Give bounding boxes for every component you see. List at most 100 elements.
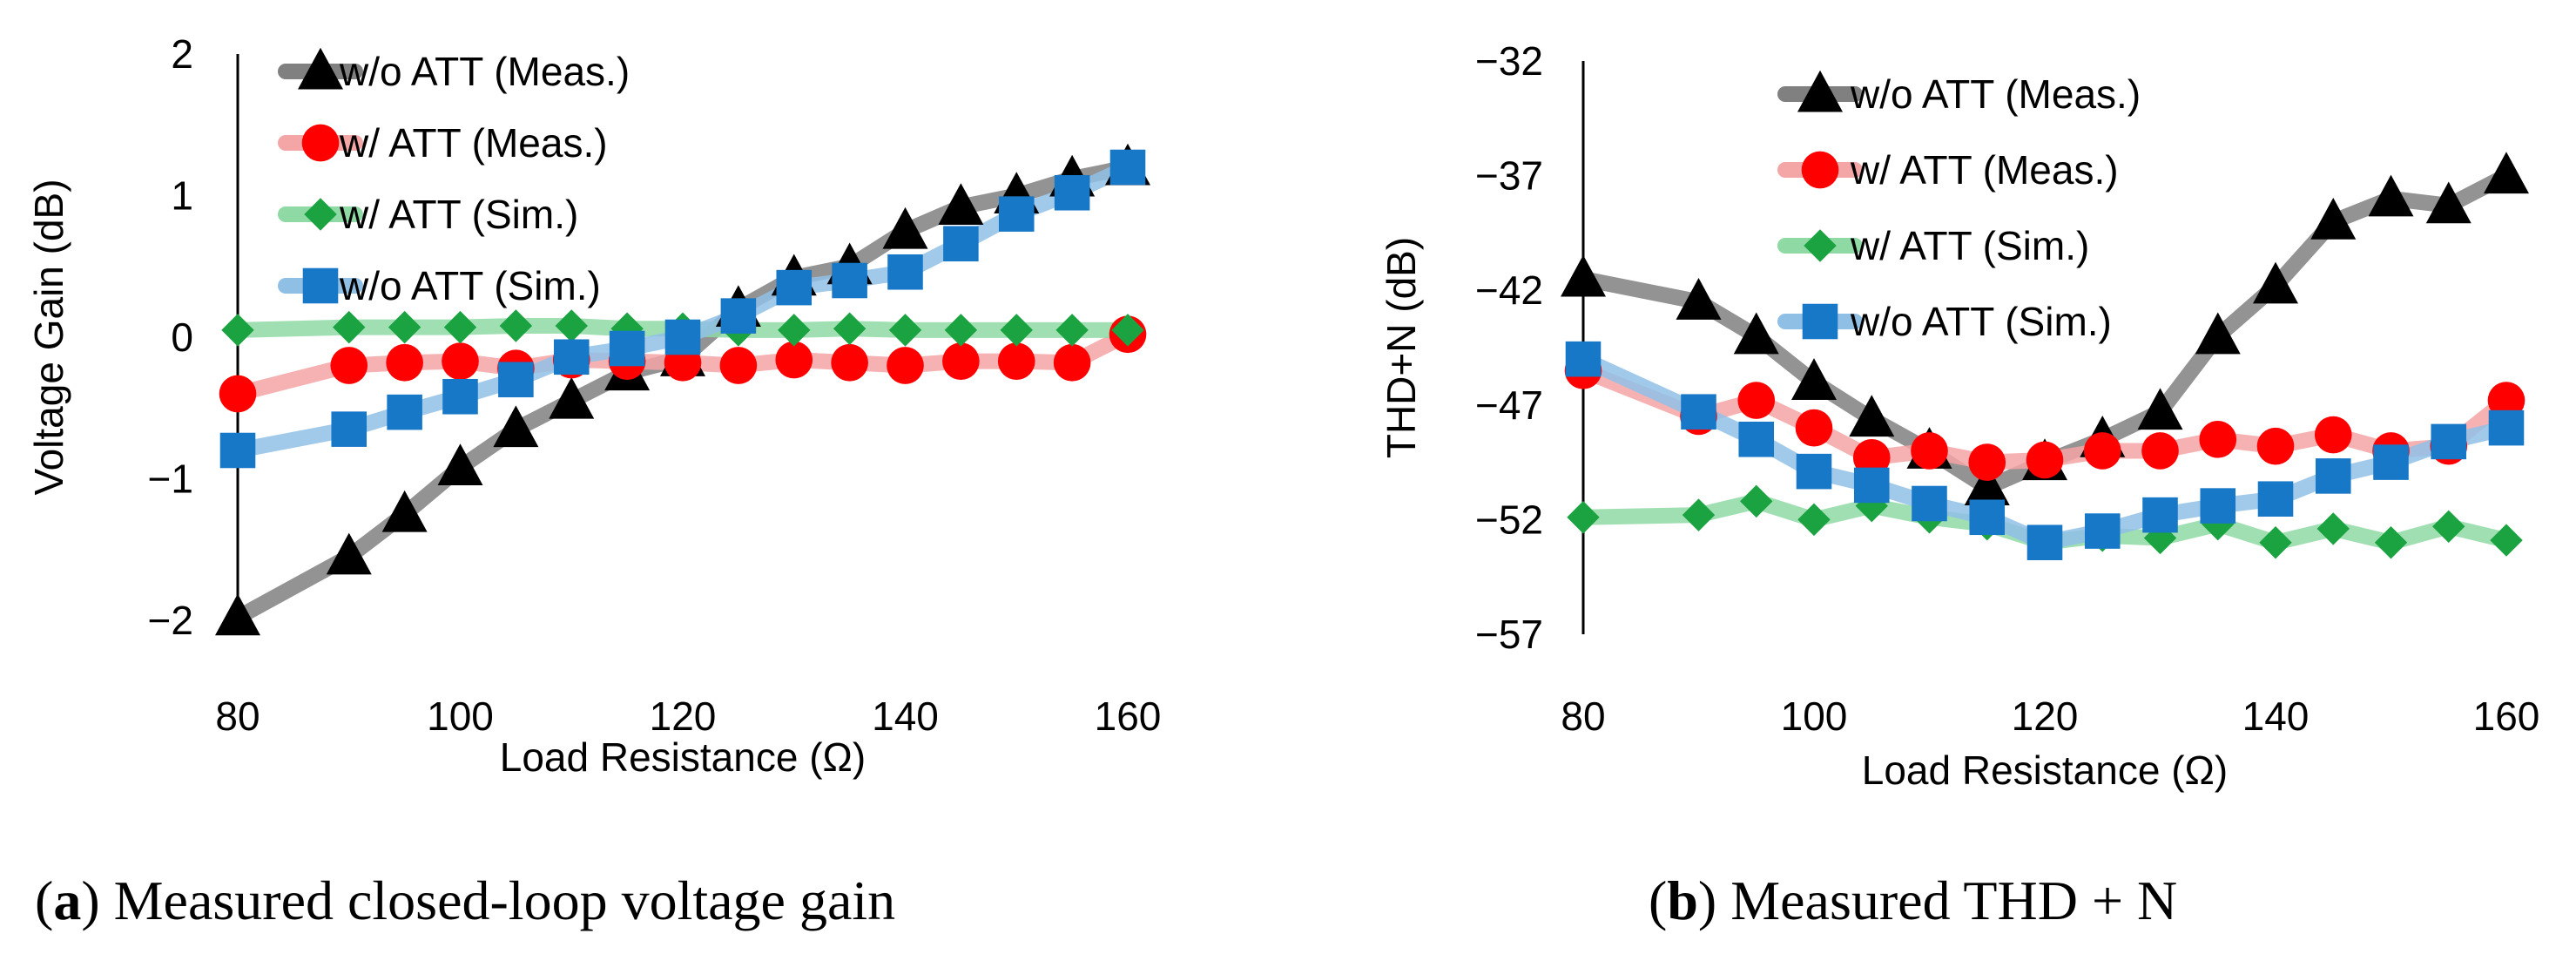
- y-tick-label: −32: [1475, 38, 1543, 84]
- legend-label: w/o ATT (Sim.): [339, 263, 601, 308]
- data-point-s1: [2026, 441, 2064, 479]
- y-tick-label: 1: [171, 173, 193, 219]
- series-line-1: [1575, 362, 2514, 470]
- x-tick-label: 120: [2012, 694, 2079, 739]
- caption-paren: ): [81, 869, 99, 931]
- y-axis-title: THD+N (dB): [1379, 237, 1424, 458]
- data-point-s3: [2488, 409, 2525, 446]
- legend-label: w/ ATT (Sim.): [339, 192, 578, 237]
- data-point-s3: [498, 362, 534, 398]
- x-tick-label: 100: [427, 694, 494, 739]
- legend-label: w/o ATT (Meas.): [339, 49, 630, 94]
- data-point-s2: [1797, 503, 1831, 537]
- data-point-s1: [442, 342, 479, 380]
- data-point-s3: [1969, 499, 2006, 536]
- caption-text: Measured THD + N: [1716, 869, 2177, 931]
- chart-b: −32 −37 −42 −47 −52 −57 80 100 120 140 160 Load Res…: [1379, 38, 2539, 931]
- legend-label: w/o ATT (Sim.): [1850, 299, 2112, 344]
- data-point-s3: [1054, 174, 1090, 211]
- legend-marker-circle: [1801, 151, 1839, 189]
- data-point-s1: [2083, 432, 2121, 470]
- x-tick-label: 120: [650, 694, 717, 739]
- data-point-s0: [2484, 152, 2529, 194]
- data-point-s0: [1964, 463, 2010, 506]
- data-point-s1: [1053, 343, 1091, 382]
- legend-entry-3: w/o ATT (Sim.): [278, 263, 601, 308]
- x-axis-title: Load Resistance (Ω): [500, 734, 866, 780]
- data-point-s2: [2259, 526, 2292, 559]
- x-axis-title: Load Resistance (Ω): [1862, 748, 2228, 793]
- legend-entry-3: w/o ATT (Sim.): [1777, 299, 2112, 344]
- data-point-s0: [215, 593, 260, 636]
- data-point-s0: [882, 206, 928, 249]
- legend-label: w/ ATT (Sim.): [1850, 223, 2089, 268]
- data-point-s0: [1791, 358, 1837, 400]
- data-point-s3: [219, 432, 256, 469]
- data-point-s1: [887, 347, 924, 384]
- data-point-s1: [386, 343, 423, 382]
- chart-a: 2 1 0 −1 −2 80 100 120 140 160 Load Resistance (Ω)…: [26, 31, 1161, 931]
- data-point-s2: [2316, 512, 2350, 545]
- data-point-s0: [2425, 181, 2471, 224]
- y-tick-label: −47: [1475, 382, 1543, 428]
- legend-entry-0: w/o ATT (Meas.): [278, 47, 630, 94]
- caption-paren: ): [1698, 869, 1716, 931]
- legend-marker-square: [302, 267, 339, 304]
- data-point-s1: [2256, 427, 2295, 465]
- x-tick-label: 160: [1095, 694, 1162, 739]
- data-point-s3: [2373, 444, 2409, 480]
- y-tick-label: −1: [148, 457, 193, 502]
- caption-text: Measured closed-loop voltage gain: [100, 869, 896, 931]
- data-point-s2: [1055, 314, 1089, 347]
- data-point-s1: [719, 347, 758, 384]
- data-point-s3: [2084, 513, 2121, 549]
- series-line-3: [230, 159, 1136, 458]
- data-point-s1: [997, 342, 1035, 380]
- data-point-s3: [2315, 458, 2351, 494]
- data-point-s1: [831, 343, 868, 382]
- data-point-s2: [1000, 314, 1033, 347]
- data-point-s3: [887, 254, 923, 290]
- data-point-s2: [333, 310, 366, 344]
- data-point-s0: [938, 183, 984, 225]
- data-point-s1: [2487, 382, 2525, 419]
- data-point-s3: [1565, 341, 1602, 377]
- caption-letter: a: [53, 869, 81, 931]
- data-point-s2: [443, 310, 477, 344]
- data-point-s2: [221, 314, 254, 347]
- data-point-s3: [609, 330, 645, 367]
- y-tick-label: 2: [171, 31, 193, 77]
- data-point-s3: [2142, 497, 2178, 533]
- data-point-s3: [1796, 453, 1832, 490]
- data-point-s3: [2257, 481, 2294, 517]
- figure-caption: (a) Measured closed-loop voltage gain: [35, 869, 895, 931]
- data-point-s1: [2141, 432, 2179, 470]
- data-point-s0: [2368, 174, 2414, 217]
- data-point-s0: [437, 443, 483, 485]
- data-point-s1: [1911, 432, 1948, 470]
- series-line-3: [1575, 351, 2514, 551]
- y-tick-label: −42: [1475, 267, 1543, 313]
- x-tick-label: 80: [215, 694, 260, 739]
- x-tick-label: 140: [872, 694, 939, 739]
- data-point-s2: [1682, 498, 1716, 531]
- data-point-s0: [1676, 278, 1722, 320]
- y-tick-label: −52: [1475, 497, 1543, 542]
- legend-marker-square: [1802, 303, 1838, 340]
- data-point-s2: [888, 314, 922, 347]
- legend-label: w/o ATT (Meas.): [1850, 71, 2141, 117]
- data-point-s3: [331, 411, 368, 447]
- data-point-s2: [1567, 501, 1600, 534]
- y-tick-label: −57: [1475, 612, 1543, 657]
- legend-label: w/ ATT (Meas.): [339, 120, 608, 166]
- data-point-s3: [553, 339, 590, 376]
- legend-entry-2: w/ ATT (Sim.): [278, 192, 578, 237]
- data-point-s2: [833, 312, 867, 345]
- x-tick-label: 80: [1561, 694, 1605, 739]
- data-point-s3: [387, 394, 422, 430]
- data-point-s2: [944, 314, 978, 347]
- data-point-s2: [499, 309, 533, 342]
- y-tick-label: −37: [1475, 153, 1543, 199]
- x-tick-label: 160: [2473, 694, 2540, 739]
- data-point-s2: [555, 309, 588, 342]
